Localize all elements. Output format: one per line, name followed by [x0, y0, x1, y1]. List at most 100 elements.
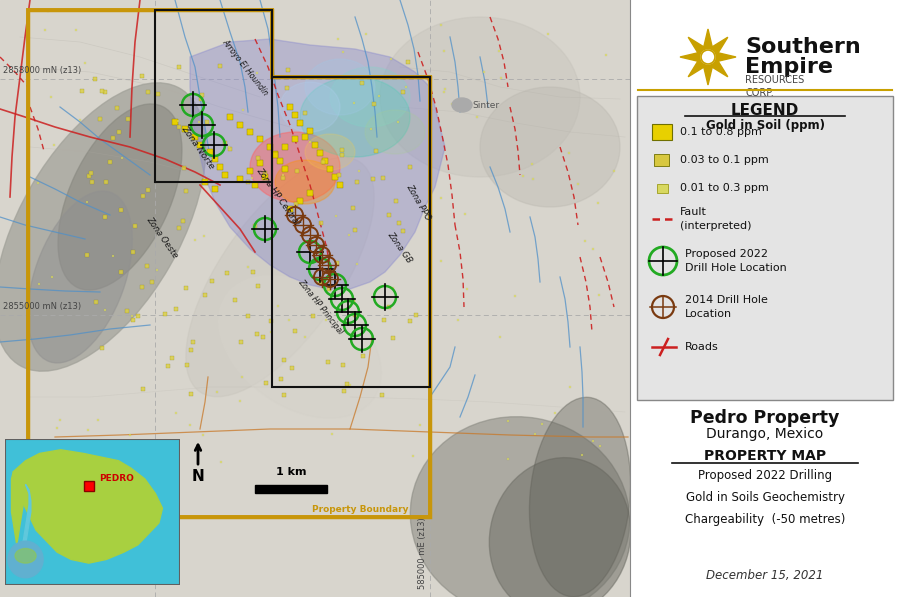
- Point: [241, 177, 256, 187]
- Point: [412, 420, 427, 430]
- Point: [170, 116, 184, 126]
- Point: [235, 372, 249, 381]
- Point: [47, 140, 61, 149]
- Point: [340, 380, 355, 389]
- Text: Fault
(interpreted): Fault (interpreted): [680, 207, 752, 230]
- Point: [369, 147, 383, 156]
- Point: [135, 282, 149, 292]
- Point: [240, 312, 255, 321]
- Point: [359, 30, 374, 39]
- Text: Zona GB: Zona GB: [386, 230, 414, 264]
- Point: [282, 315, 296, 325]
- Point: [319, 315, 333, 325]
- Point: [194, 91, 209, 100]
- Text: Arroyo El Houndín: Arroyo El Houndín: [220, 37, 270, 97]
- Point: [336, 361, 350, 370]
- Point: [377, 315, 392, 325]
- Point: [136, 191, 150, 201]
- Point: [73, 115, 87, 125]
- Ellipse shape: [529, 397, 631, 597]
- Text: Zona PPO: Zona PPO: [404, 182, 432, 222]
- Point: [275, 170, 290, 180]
- Point: [305, 312, 320, 321]
- Point: [253, 158, 267, 168]
- Point: [80, 425, 94, 435]
- Text: Proposed 2022 Drilling: Proposed 2022 Drilling: [698, 469, 832, 482]
- Point: [392, 218, 407, 227]
- Point: [313, 219, 328, 228]
- Point: [277, 390, 292, 399]
- Point: [445, 99, 459, 109]
- Point: [331, 34, 346, 44]
- Point: [88, 74, 103, 84]
- Point: [323, 164, 338, 174]
- Point: [180, 361, 194, 370]
- Point: [103, 157, 117, 167]
- Point: [346, 204, 360, 213]
- Point: [273, 156, 287, 166]
- Point: [136, 384, 150, 393]
- Point: [113, 205, 128, 215]
- Point: [194, 94, 209, 103]
- Point: [241, 263, 256, 272]
- Ellipse shape: [330, 67, 410, 127]
- Point: [94, 87, 109, 96]
- Point: [81, 171, 95, 181]
- Point: [212, 162, 227, 172]
- Point: [264, 327, 278, 337]
- Point: [233, 396, 248, 406]
- Point: [382, 302, 396, 312]
- Point: [32, 178, 46, 187]
- Point: [328, 211, 343, 221]
- Point: [161, 362, 176, 371]
- Point: [121, 115, 135, 124]
- Point: [284, 364, 299, 373]
- Point: [208, 154, 222, 164]
- Point: [321, 284, 336, 294]
- Point: [578, 236, 592, 245]
- Point: [253, 134, 267, 144]
- Polygon shape: [14, 450, 163, 563]
- Point: [184, 389, 198, 399]
- Point: [69, 25, 84, 35]
- Point: [516, 171, 530, 181]
- Point: [185, 337, 200, 347]
- Point: [126, 315, 140, 324]
- Point: [571, 179, 585, 189]
- Point: [283, 204, 297, 214]
- Point: [395, 226, 410, 235]
- Point: [125, 311, 140, 321]
- Point: [346, 297, 360, 306]
- Circle shape: [701, 50, 715, 64]
- Text: PEDRO: PEDRO: [99, 473, 134, 482]
- Point: [318, 156, 332, 166]
- Point: [337, 387, 351, 396]
- Point: [121, 307, 135, 316]
- Point: [346, 98, 361, 107]
- Point: [44, 93, 58, 102]
- Point: [110, 103, 124, 113]
- Point: [200, 118, 214, 127]
- Point: [264, 316, 278, 325]
- Point: [268, 149, 283, 159]
- Point: [386, 284, 400, 293]
- Point: [288, 134, 302, 144]
- Point: [98, 212, 112, 221]
- Point: [492, 46, 507, 56]
- Point: [197, 290, 211, 300]
- Point: [355, 78, 369, 87]
- Text: Gold in Soil (ppm): Gold in Soil (ppm): [706, 119, 824, 132]
- Polygon shape: [12, 472, 23, 558]
- Point: [321, 358, 336, 367]
- Text: Proposed 2022
Drill Hole Location: Proposed 2022 Drill Hole Location: [685, 250, 787, 273]
- Point: [374, 390, 389, 400]
- Point: [372, 91, 386, 101]
- Point: [302, 188, 317, 198]
- Point: [135, 72, 149, 81]
- Point: [391, 117, 405, 127]
- Point: [150, 265, 165, 275]
- Point: [140, 261, 154, 270]
- Point: [98, 306, 112, 315]
- Point: [320, 273, 335, 283]
- Point: [212, 61, 227, 71]
